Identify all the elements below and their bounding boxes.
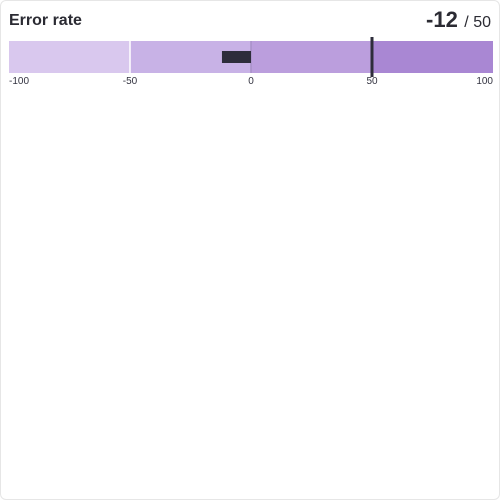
tick-label: -50 (123, 76, 138, 87)
chart-title: Error rate (9, 12, 82, 29)
tick-label: 50 (366, 76, 378, 87)
band-0 (9, 41, 130, 73)
target-value: 50 (473, 14, 491, 31)
value-readout: -12 / 50 (426, 8, 491, 35)
value-bar (221, 51, 251, 63)
value-separator: / (464, 14, 469, 31)
tick-label: 100 (476, 76, 493, 87)
tick-label: 0 (248, 76, 254, 87)
band-2 (251, 41, 372, 73)
tick-label: -100 (9, 76, 29, 87)
current-value: -12 (426, 7, 458, 32)
target-marker (370, 37, 374, 77)
band-3 (372, 41, 493, 73)
